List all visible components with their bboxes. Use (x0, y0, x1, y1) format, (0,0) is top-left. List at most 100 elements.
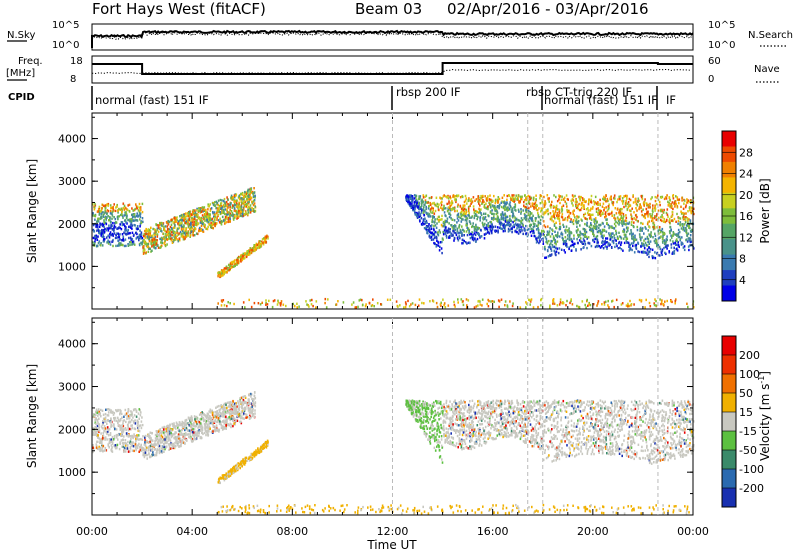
echo-cell (92, 214, 94, 217)
echo-cell (531, 216, 533, 219)
echo-cell (138, 211, 141, 214)
echo-cell (134, 224, 136, 227)
echo-cell (691, 228, 693, 232)
echo-cell (488, 201, 490, 205)
echo-cell (439, 303, 442, 306)
echo-cell (131, 216, 134, 219)
echo-cell (411, 302, 414, 305)
echo-cell (108, 240, 111, 244)
echo-cell (246, 199, 248, 202)
echo-cell (673, 246, 675, 249)
echo-cell (677, 233, 680, 236)
echo-cell (604, 242, 606, 245)
echo-cell (549, 227, 551, 230)
echo-cell (579, 231, 582, 235)
echo-cell (120, 410, 122, 413)
echo-cell (177, 220, 180, 223)
echo-cell (236, 213, 238, 216)
echo-cell (247, 202, 250, 205)
echo-cell (163, 242, 165, 245)
echo-cell (133, 427, 136, 430)
echo-cell (445, 236, 448, 239)
echo-cell (559, 227, 562, 231)
echo-cell (352, 301, 355, 304)
echo-cell (97, 414, 99, 417)
echo-cell (101, 244, 104, 247)
echo-cell (461, 207, 464, 210)
echo-cell (597, 213, 599, 216)
echo-cell (623, 205, 625, 209)
echo-cell (678, 198, 681, 201)
echo-cell (656, 213, 658, 216)
echo-cell (113, 232, 116, 235)
echo-cell (551, 243, 554, 247)
echo-cell (665, 240, 668, 243)
echo-cell (370, 304, 373, 308)
echo-cell (169, 229, 172, 232)
echo-cell (552, 210, 554, 213)
echo-cell (245, 211, 247, 214)
echo-cell (102, 413, 105, 416)
echo-cell (438, 218, 441, 222)
echo-cell (544, 245, 546, 249)
echo-cell (581, 300, 584, 303)
echo-cell (107, 234, 109, 238)
echo-cell (463, 210, 465, 213)
echo-cell (368, 302, 371, 305)
echo-cell (455, 200, 457, 204)
echo-cell (564, 200, 566, 203)
echo-cell (486, 227, 488, 230)
echo-cell (140, 233, 143, 236)
echo-cell (677, 241, 679, 244)
echo-cell (247, 213, 249, 216)
echo-cell (109, 233, 112, 236)
echo-cell (490, 220, 492, 224)
echo-cell (431, 202, 434, 205)
echo-cell (107, 428, 110, 431)
echo-cell (679, 223, 681, 226)
echo-cell (450, 224, 453, 227)
echo-cell (478, 207, 480, 211)
echo-cell (252, 209, 255, 212)
echo-cell (678, 201, 680, 205)
echo-cell (220, 272, 223, 275)
echo-cell (538, 241, 540, 245)
echo-cell (139, 209, 141, 212)
echo-cell (201, 223, 204, 226)
echo-cell (520, 222, 522, 225)
echo-cell (522, 224, 524, 227)
echo-cell (648, 226, 651, 229)
echo-cell (110, 447, 113, 451)
power-ylabel: Slant Range [km] (25, 159, 39, 263)
echo-cell (647, 229, 649, 232)
echo-cell (686, 198, 688, 201)
echo-cell (566, 197, 569, 201)
echo-cell (540, 194, 543, 198)
echo-cell (251, 200, 253, 203)
echo-cell (590, 200, 592, 203)
echo-cell (525, 218, 528, 221)
echo-cell (123, 244, 126, 248)
echo-cell (655, 299, 657, 303)
echo-cell (615, 231, 618, 234)
echo-cell (121, 428, 124, 431)
echo-cell (511, 230, 513, 234)
echo-cell (592, 200, 595, 203)
echo-cell (195, 223, 197, 226)
echo-cell (622, 222, 625, 225)
echo-cell (418, 215, 421, 219)
echo-cell (581, 202, 584, 205)
echo-cell (460, 215, 463, 218)
echo-cell (552, 229, 554, 232)
echo-cell (214, 224, 216, 228)
echo-cell (620, 237, 623, 240)
echo-cell (492, 218, 495, 221)
echo-cell (180, 233, 183, 236)
echo-cell (649, 233, 652, 236)
echo-cell (672, 240, 674, 243)
echo-cell (467, 241, 470, 244)
echo-cell (151, 240, 154, 244)
echo-cell (257, 246, 259, 249)
